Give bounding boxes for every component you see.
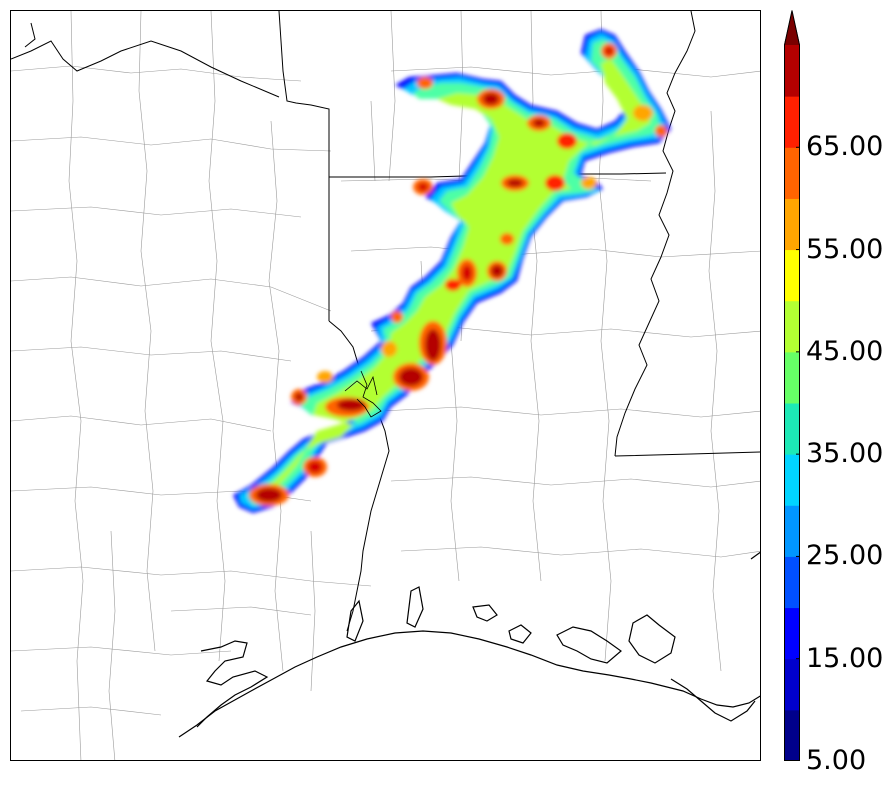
colorbar: [784, 10, 800, 761]
coastline: [178, 551, 760, 738]
high-reflectivity-cells: [249, 43, 667, 506]
colorbar-segment: [784, 96, 800, 148]
map-canvas: [11, 11, 760, 760]
colorbar-tick-label: 5.00: [806, 745, 867, 776]
map-panel: [10, 10, 761, 761]
colorbar-tick-label: 25.00: [806, 540, 884, 572]
colorbar-segment: [784, 403, 800, 455]
colorbar-segment: [784, 454, 800, 506]
colorbar-segment: [784, 658, 800, 711]
colorbar-segment: [784, 45, 800, 97]
colorbar-segment: [784, 556, 800, 609]
colorbar-tick-label: 55.00: [806, 233, 884, 265]
reflectivity-swath: [233, 29, 671, 513]
colorbar-segment: [784, 147, 800, 199]
colorbar-segment: [784, 300, 800, 353]
colorbar-segment: [784, 709, 800, 761]
colorbar-segment: [784, 198, 800, 251]
colorbar-tick-label: 15.00: [806, 642, 884, 674]
colorbar-tick-label: 45.00: [806, 335, 884, 367]
colorbar-outline: [784, 10, 800, 761]
rivers: [24, 11, 696, 632]
colorbar-segment: [784, 351, 800, 404]
overlay-lines: [344, 370, 382, 418]
colorbar-tick-label: 65.00: [806, 131, 884, 163]
colorbar-segment: [784, 607, 800, 660]
colorbar-tick-label: 35.00: [806, 438, 884, 470]
colorbar-segment: [784, 249, 800, 302]
colorbar-extend-arrow: [784, 10, 800, 45]
colorbar-segment: [784, 505, 800, 557]
